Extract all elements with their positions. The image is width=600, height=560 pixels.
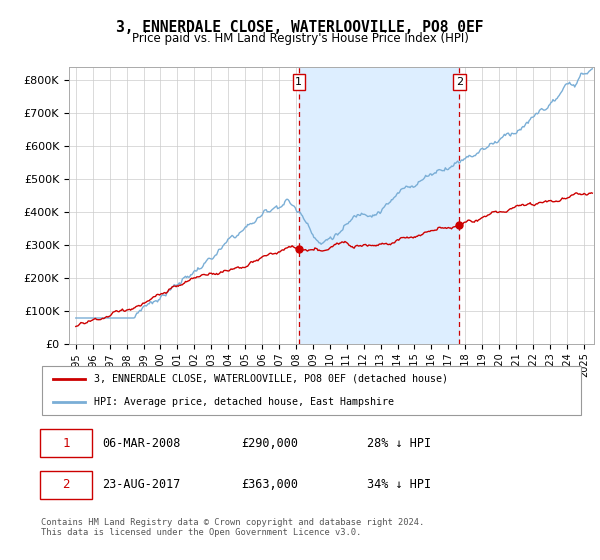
Text: 06-MAR-2008: 06-MAR-2008 <box>102 437 180 450</box>
Text: 34% ↓ HPI: 34% ↓ HPI <box>367 478 431 491</box>
Text: 3, ENNERDALE CLOSE, WATERLOOVILLE, PO8 0EF: 3, ENNERDALE CLOSE, WATERLOOVILLE, PO8 0… <box>116 20 484 35</box>
Text: 3, ENNERDALE CLOSE, WATERLOOVILLE, PO8 0EF (detached house): 3, ENNERDALE CLOSE, WATERLOOVILLE, PO8 0… <box>94 374 448 384</box>
Text: 28% ↓ HPI: 28% ↓ HPI <box>367 437 431 450</box>
FancyBboxPatch shape <box>40 471 92 498</box>
Text: 1: 1 <box>62 437 70 450</box>
Text: 23-AUG-2017: 23-AUG-2017 <box>102 478 180 491</box>
FancyBboxPatch shape <box>40 429 92 457</box>
Text: 2: 2 <box>455 77 463 87</box>
Text: £363,000: £363,000 <box>241 478 298 491</box>
Text: 1: 1 <box>295 77 302 87</box>
Text: 2: 2 <box>62 478 70 491</box>
Text: £290,000: £290,000 <box>241 437 298 450</box>
Text: Contains HM Land Registry data © Crown copyright and database right 2024.
This d: Contains HM Land Registry data © Crown c… <box>41 518 424 538</box>
Bar <box>299 67 459 344</box>
Text: Price paid vs. HM Land Registry's House Price Index (HPI): Price paid vs. HM Land Registry's House … <box>131 32 469 45</box>
FancyBboxPatch shape <box>42 366 581 415</box>
Text: HPI: Average price, detached house, East Hampshire: HPI: Average price, detached house, East… <box>94 397 394 407</box>
